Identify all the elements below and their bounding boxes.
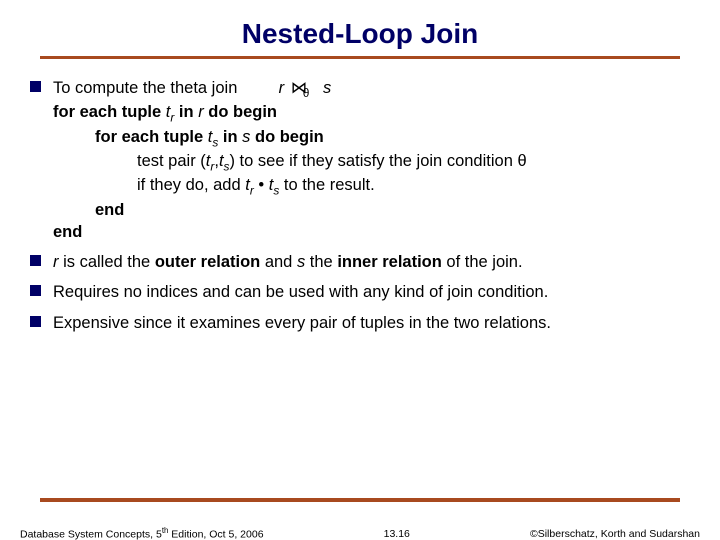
text: in [174,103,198,121]
kw: do begin [204,103,277,121]
bullet-item: Requires no indices and can be used with… [30,281,690,303]
text: To compute the theta join [53,79,237,97]
text: and [260,253,297,271]
text: if they do, add [137,176,245,194]
bullet-text: r is called the outer relation and s the… [53,251,690,273]
kw: end [95,201,124,219]
text: ) to see if they satisfy the join condit… [229,152,526,170]
pseudocode: for each tuple tr in r do begin for each… [53,101,690,243]
slide: Nested-Loop Join To compute the theta jo… [0,18,720,540]
footer-right: ©Silberschatz, Korth and Sudarshan [530,528,700,540]
term: outer relation [155,253,260,271]
text: • [254,176,269,194]
square-bullet-icon [30,255,41,266]
text: of the join. [442,253,523,271]
kw: for each [53,103,117,121]
square-bullet-icon [30,285,41,296]
bullet-text: Expensive since it examines every pair o… [53,312,690,334]
square-bullet-icon [30,316,41,327]
text: to the result. [279,176,374,194]
bullet-text: To compute the theta join r ⋈ θ s for ea… [53,77,690,243]
text: tuple [159,128,208,146]
expr-s: s [323,79,331,97]
text: Edition, Oct 5, 2006 [168,528,263,540]
text: tuple [117,103,166,121]
footer-rule [40,498,680,502]
footer: Database System Concepts, 5th Edition, O… [20,526,700,540]
kw: for each [95,128,159,146]
bullet-item: Expensive since it examines every pair o… [30,312,690,334]
kw: do begin [250,128,323,146]
square-bullet-icon [30,81,41,92]
var: s [297,253,305,271]
text: Database System Concepts, 5 [20,528,162,540]
theta-subscript: θ [303,85,310,101]
text: the [305,253,337,271]
kw: end [53,223,82,241]
bullet-item: To compute the theta join r ⋈ θ s for ea… [30,77,690,243]
footer-left: Database System Concepts, 5th Edition, O… [20,526,264,540]
slide-title: Nested-Loop Join [0,18,720,50]
bullet-text: Requires no indices and can be used with… [53,281,690,303]
content-area: To compute the theta join r ⋈ θ s for ea… [30,77,690,334]
footer-center: 13.16 [384,528,410,540]
expr-r: r [279,79,285,97]
text: in [218,128,242,146]
bullet-item: r is called the outer relation and s the… [30,251,690,273]
title-underline [40,56,680,59]
text: is called the [59,253,155,271]
text: test pair ( [137,152,206,170]
term: inner relation [337,253,442,271]
